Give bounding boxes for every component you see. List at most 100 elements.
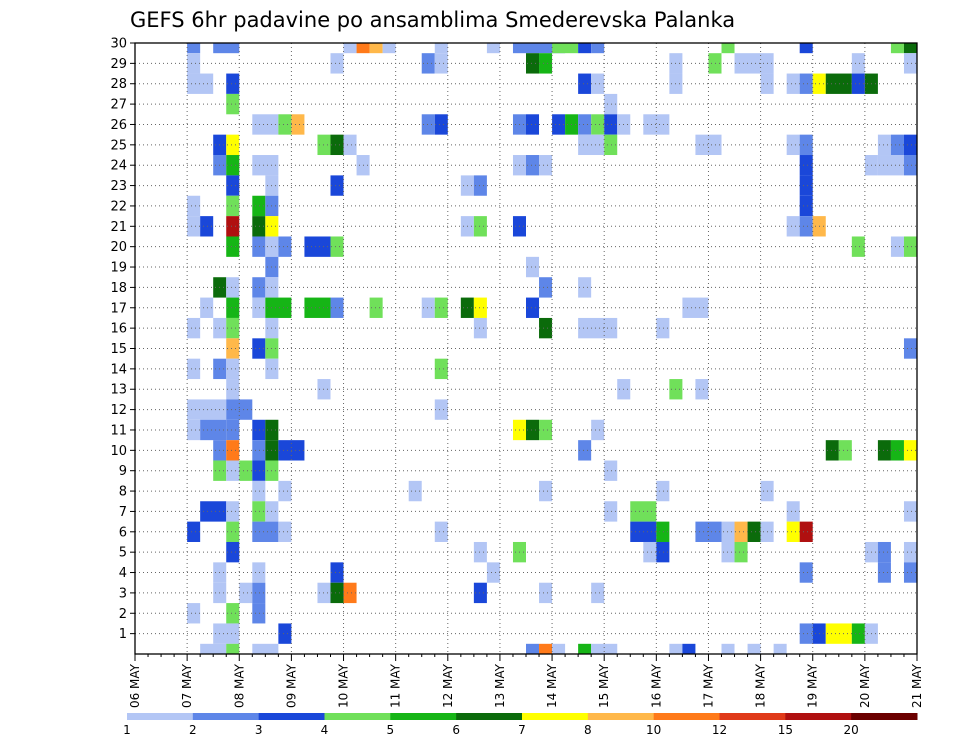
- heatmap-cell: [252, 277, 266, 298]
- colorbar-label: 7: [518, 723, 526, 737]
- heatmap-cell: [226, 277, 240, 298]
- heatmap-cell: [604, 93, 618, 115]
- colorbar-swatch: [192, 713, 260, 720]
- heatmap-cell: [578, 643, 592, 654]
- heatmap-cell: [278, 114, 292, 135]
- heatmap-cell: [187, 73, 214, 94]
- chart-title: GEFS 6hr padavine po ansamblima Smederev…: [130, 8, 735, 32]
- heatmap-cell: [473, 541, 487, 563]
- heatmap-cell: [369, 43, 383, 54]
- x-tick-label: 21 MAY: [910, 663, 924, 708]
- heatmap-cell: [591, 419, 605, 441]
- y-tick-label: 10: [110, 444, 127, 459]
- heatmap-cell: [226, 297, 240, 318]
- x-axis: 06 MAY 07 MAY 08 MAY 09 MAY 10 MAY 11 MAY 12 M…: [128, 654, 924, 708]
- heatmap-cell: [591, 114, 605, 135]
- heatmap-cell: [825, 73, 852, 94]
- x-tick-label: 16 MAY: [649, 663, 663, 708]
- heatmap-cell: [903, 155, 917, 176]
- y-tick-label: 13: [110, 383, 127, 398]
- colorbar-swatch: [127, 713, 194, 720]
- heatmap-cell: [526, 256, 540, 278]
- heatmap-cell: [226, 134, 240, 156]
- heatmap-cell: [213, 43, 240, 54]
- heatmap-cell: [434, 297, 448, 318]
- x-tick-label: 17 MAY: [702, 663, 716, 708]
- x-tick-label: 14 MAY: [545, 663, 559, 708]
- heatmap-cell: [903, 562, 917, 583]
- colorbar-label: 6: [452, 723, 460, 737]
- heatmap-cell: [552, 643, 566, 654]
- colorbar-label: 4: [321, 723, 329, 737]
- heatmap-cell: [226, 317, 240, 339]
- heatmap-cell: [799, 562, 813, 583]
- heatmap-cell: [890, 440, 904, 461]
- heatmap-cell: [252, 419, 266, 441]
- heatmap-cell: [799, 175, 813, 196]
- heatmap-cell: [526, 53, 540, 74]
- heatmap-cell: [252, 155, 279, 176]
- heatmap-cell: [226, 501, 240, 522]
- heatmap-cell: [278, 236, 292, 257]
- heatmap-cell: [356, 43, 370, 54]
- heatmap-cell: [304, 297, 331, 318]
- heatmap-cell: [578, 277, 592, 298]
- heatmap-cell: [734, 521, 748, 542]
- colorbar-swatch: [390, 713, 457, 720]
- heatmap-cell: [786, 73, 800, 94]
- heatmap-cell: [838, 440, 852, 461]
- heatmap-cell: [421, 297, 435, 318]
- heatmap-cell: [877, 155, 904, 176]
- heatmap-cell: [526, 114, 540, 135]
- heatmap-cell: [890, 43, 904, 54]
- heatmap-cell: [473, 297, 487, 318]
- heatmap-cell: [890, 134, 904, 156]
- colorbar-label: 2: [189, 723, 197, 737]
- x-tick-label: 11 MAY: [389, 663, 403, 708]
- heatmap-cell: [330, 236, 344, 257]
- heatmap-cell: [187, 216, 201, 237]
- heatmap-cell: [226, 419, 240, 441]
- heatmap-cell: [851, 236, 865, 257]
- y-tick-label: 22: [110, 199, 127, 214]
- heatmap-cell: [252, 195, 266, 217]
- heatmap-cell: [473, 216, 487, 237]
- y-tick-label: 21: [110, 220, 127, 235]
- heatmap-cell: [903, 338, 917, 359]
- heatmap-cell: [369, 297, 383, 318]
- colorbar-swatch: [653, 713, 720, 720]
- x-tick-label: 13 MAY: [493, 663, 507, 708]
- y-tick-label: 2: [119, 607, 127, 622]
- x-tick-label: 18 MAY: [754, 663, 768, 708]
- heatmap-cell: [200, 419, 227, 441]
- heatmap-cell: [226, 155, 240, 176]
- heatmap-cell: [330, 134, 344, 156]
- colorbar-swatch: [719, 713, 786, 720]
- heatmap-cell: [539, 643, 553, 654]
- heatmap-cell: [434, 399, 448, 420]
- heatmap-cell: [786, 501, 800, 522]
- heatmap-cell: [304, 236, 331, 257]
- colorbar-label: 15: [778, 723, 793, 737]
- y-tick-label: 11: [110, 423, 127, 438]
- heatmap-cell: [226, 541, 240, 563]
- heatmap-cell: [252, 297, 266, 318]
- heatmap-cell: [226, 358, 240, 380]
- cells-layer: [187, 43, 917, 654]
- y-tick-label: 6: [119, 525, 127, 540]
- colorbar-swatch: [258, 713, 325, 720]
- heatmap-cell: [226, 460, 240, 481]
- heatmap-cell: [526, 297, 540, 318]
- heatmap-cell: [552, 114, 566, 135]
- heatmap-cell: [825, 440, 839, 461]
- heatmap-cell: [773, 643, 787, 654]
- heatmap-cell: [434, 358, 448, 380]
- heatmap-cell: [526, 419, 540, 441]
- colorbar-label: 10: [646, 723, 661, 737]
- heatmap-cell: [708, 53, 722, 74]
- heatmap-cell: [786, 134, 800, 156]
- heatmap-cell: [252, 440, 266, 461]
- heatmap-cell: [252, 236, 266, 257]
- heatmap-cell: [486, 562, 500, 583]
- y-tick-label: 12: [110, 403, 127, 418]
